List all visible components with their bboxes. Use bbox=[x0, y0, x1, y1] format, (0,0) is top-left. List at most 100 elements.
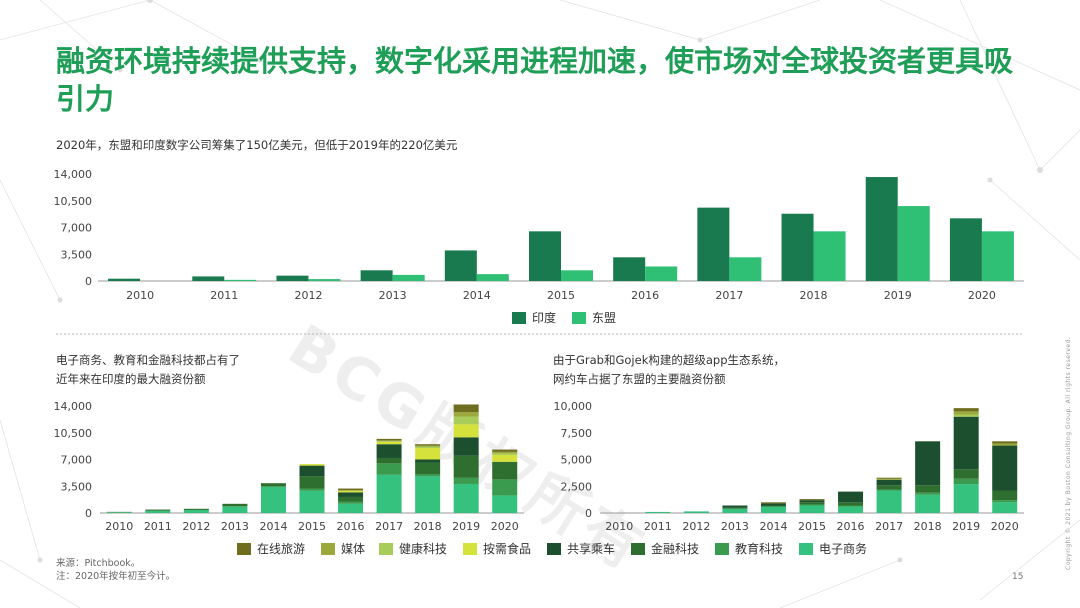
top-chart-xtick-label: 2016 bbox=[631, 289, 659, 302]
bottom-right-chart-bar-segment bbox=[838, 502, 864, 506]
bottom-left-chart-bar-segment bbox=[299, 488, 325, 491]
top-chart-bar bbox=[781, 213, 814, 281]
bottom-right-chart-bar-segment bbox=[799, 500, 825, 503]
bottom-right-chart-bar-segment bbox=[915, 485, 941, 493]
bottom-legend-swatch bbox=[715, 543, 729, 555]
bottom-left-chart-bar-segment bbox=[376, 457, 402, 464]
bottom-left-chart-bar-segment bbox=[376, 441, 402, 445]
bottom-left-chart-bar-segment bbox=[453, 455, 479, 478]
bottom-legend-swatch bbox=[463, 543, 477, 555]
bottom-left-chart-xtick-label: 2015 bbox=[298, 520, 326, 533]
bottom-right-chart-bar-segment bbox=[645, 511, 671, 513]
bottom-left-chart-bar-segment bbox=[453, 404, 479, 413]
bottom-right-chart-xtick-label: 2012 bbox=[682, 520, 710, 533]
bottom-left-chart-bar-segment bbox=[376, 474, 402, 513]
bottom-right-chart-bar-segment bbox=[760, 506, 786, 513]
bottom-right-chart-bar-segment bbox=[876, 490, 902, 513]
bottom-left-chart-xtick-label: 2010 bbox=[105, 520, 133, 533]
bottom-left-chart-bar-segment bbox=[338, 492, 364, 497]
bottom-left-chart-bar-segment bbox=[415, 476, 441, 513]
top-chart: 0 3,500 7,000 10,500 14,000 2010 2011 2012 2013 2… bbox=[54, 168, 1024, 302]
bottom-legend-swatch bbox=[321, 543, 335, 555]
bottom-left-chart-bar-segment bbox=[299, 464, 325, 466]
bottom-left-chart-bar-segment bbox=[415, 459, 441, 463]
top-chart-subtitle: 2020年，东盟和印度数字公司筹集了150亿美元，但低于2019年的220亿美元 bbox=[56, 138, 458, 152]
bottom-left-chart-ytick-label: 14,000 bbox=[54, 400, 93, 413]
bottom-left-chart-bar-segment bbox=[415, 446, 441, 449]
bottom-legend-label: 媒体 bbox=[341, 542, 365, 556]
top-legend-swatch bbox=[572, 312, 586, 324]
bottom-left-chart-xtick-label: 2020 bbox=[491, 520, 519, 533]
bottom-right-chart-bar-segment bbox=[953, 469, 979, 479]
bottom-left-chart-xtick-label: 2011 bbox=[144, 520, 172, 533]
top-legend-swatch bbox=[512, 312, 526, 324]
top-chart-ytick-label: 10,500 bbox=[54, 195, 93, 208]
top-chart-xtick-label: 2017 bbox=[715, 289, 743, 302]
top-chart-bar bbox=[444, 250, 477, 281]
bottom-left-chart-bar-segment bbox=[492, 495, 518, 513]
bottom-legend-label: 电子商务 bbox=[819, 541, 867, 556]
bottom-left-chart-bar-segment bbox=[492, 449, 518, 452]
bottom-left-chart-bar-segment bbox=[145, 510, 171, 513]
bottom-left-chart-bar-segment bbox=[376, 438, 402, 441]
bottom-left-chart-bar-segment bbox=[492, 454, 518, 462]
bottom-right-chart-bar-segment bbox=[722, 505, 748, 508]
bottom-right-chart-ytick-label: 7,500 bbox=[561, 427, 593, 440]
top-chart-bar bbox=[981, 231, 1014, 281]
bottom-legend-label: 按需食品 bbox=[483, 541, 531, 556]
bottom-right-chart-bar-segment bbox=[722, 507, 748, 509]
bottom-legend-swatch bbox=[379, 543, 393, 555]
bottom-left-subtitle-line1: 电子商务、教育和金融科技都占有了 bbox=[56, 353, 240, 367]
top-chart-bar bbox=[276, 275, 309, 281]
bottom-left-subtitle-line2: 近年来在印度的最大融资份额 bbox=[56, 372, 206, 386]
bottom-right-chart-bar-segment bbox=[838, 491, 864, 503]
bottom-right-chart-bar-segment bbox=[760, 502, 786, 504]
footnote-source: 来源：Pitchbook。 bbox=[56, 558, 141, 569]
top-chart-xtick-label: 2014 bbox=[463, 289, 491, 302]
bottom-left-chart-bar-segment bbox=[260, 487, 286, 513]
bottom-left-chart-bar-segment bbox=[299, 465, 325, 477]
bottom-right-chart-bar-segment bbox=[838, 506, 864, 513]
bottom-left-chart-bar-segment bbox=[338, 501, 364, 504]
top-chart-bar bbox=[476, 274, 509, 281]
bottom-left-chart-bar-segment bbox=[453, 437, 479, 456]
top-chart-ytick-label: 0 bbox=[85, 275, 92, 288]
bottom-left-chart-ytick-label: 3,500 bbox=[61, 480, 93, 493]
bottom-left-chart-bar-segment bbox=[376, 463, 402, 475]
bottom-left-chart-bar-segment bbox=[453, 416, 479, 425]
top-legend-label: 东盟 bbox=[592, 311, 616, 325]
bottom-right-chart-bar-segment bbox=[799, 505, 825, 513]
bottom-right-chart-bar-segment bbox=[799, 504, 825, 506]
top-chart-xtick-label: 2013 bbox=[379, 289, 407, 302]
bottom-right-chart-xtick-label: 2010 bbox=[605, 520, 633, 533]
top-chart-bar bbox=[392, 274, 425, 281]
bottom-left-chart-bar-segment bbox=[492, 451, 518, 454]
bottom-left-chart-bar-segment bbox=[453, 412, 479, 417]
bottom-left-subtitle: 电子商务、教育和金融科技都占有了 近年来在印度的最大融资份额 bbox=[56, 351, 240, 389]
page-title: 融资环境持续提供支持，数字化采用进程加速，使市场对全球投资者更具吸引力 bbox=[56, 44, 1014, 116]
bottom-right-chart-xtick-label: 2020 bbox=[991, 520, 1019, 533]
bottom-right-chart-bar-segment bbox=[838, 505, 864, 507]
bottom-left-chart-ytick-label: 0 bbox=[85, 507, 92, 520]
bottom-right-chart-bar-segment bbox=[876, 489, 902, 491]
top-chart-ytick-label: 7,000 bbox=[61, 222, 93, 235]
bottom-right-chart-ytick-label: 0 bbox=[585, 507, 592, 520]
bottom-left-chart-bar-segment bbox=[222, 506, 248, 513]
bottom-right-chart-bar-segment bbox=[992, 443, 1018, 446]
top-chart-xtick-label: 2010 bbox=[126, 289, 154, 302]
bottom-left-chart-xtick-label: 2013 bbox=[221, 520, 249, 533]
bottom-right-chart-xtick-label: 2015 bbox=[798, 520, 826, 533]
top-chart-bar bbox=[697, 207, 730, 281]
bottom-right-chart-bar-segment bbox=[915, 492, 941, 495]
bottom-right-chart-bar-segment bbox=[992, 502, 1018, 513]
bottom-right-chart-bar-segment bbox=[953, 478, 979, 485]
bottom-right-chart-xtick-label: 2011 bbox=[644, 520, 672, 533]
bottom-right-chart-bar-segment bbox=[876, 485, 902, 490]
bottom-left-chart-bar-segment bbox=[183, 508, 209, 510]
bottom-right-chart-ytick-label: 2,500 bbox=[561, 480, 593, 493]
top-chart-bar bbox=[613, 257, 646, 281]
bottom-legend-label: 在线旅游 bbox=[257, 542, 305, 556]
bottom-right-chart-bar-segment bbox=[953, 484, 979, 513]
bottom-left-chart-bar-segment bbox=[338, 490, 364, 493]
bottom-left-chart-bar-segment bbox=[145, 509, 171, 511]
